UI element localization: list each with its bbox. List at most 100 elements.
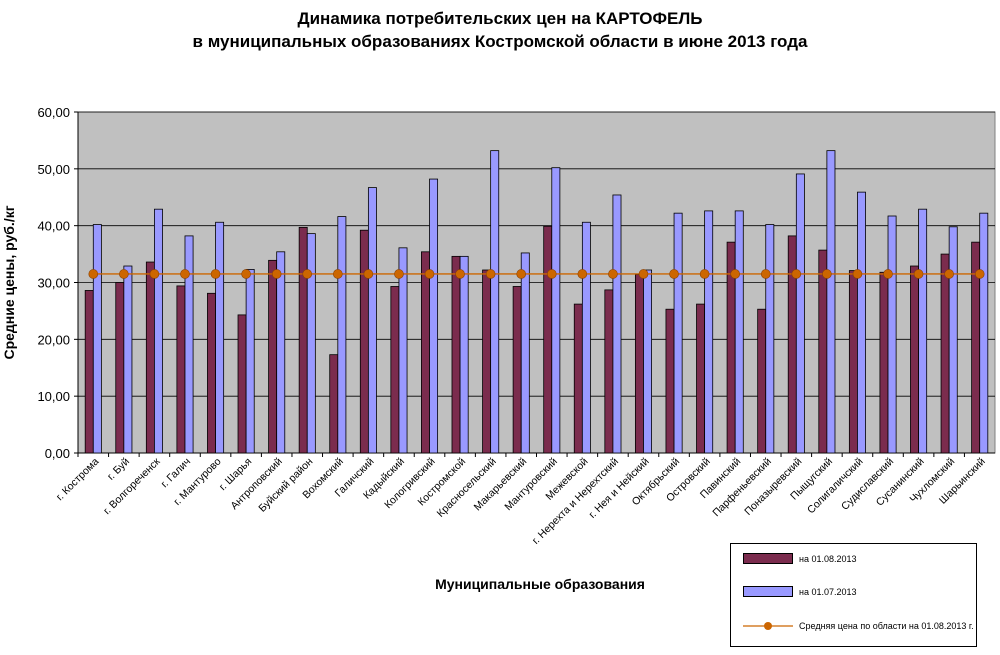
legend: на 01.08.2013 на 01.07.2013 Средняя цена… <box>730 543 977 647</box>
bar-series1-8 <box>329 354 339 454</box>
bar-series2-24 <box>826 150 836 454</box>
bar-series1-27 <box>910 265 919 454</box>
bar-series1-1 <box>115 282 125 454</box>
average-marker-24 <box>822 269 832 279</box>
bar-series1-28 <box>940 253 950 454</box>
bar-series2-8 <box>337 216 347 454</box>
average-marker-26 <box>883 269 893 279</box>
legend-label-series1: на 01.08.2013 <box>799 553 857 564</box>
average-marker-5 <box>241 269 251 279</box>
bar-series1-3 <box>176 285 186 454</box>
average-marker-3 <box>180 269 190 279</box>
bar-series1-9 <box>359 229 369 454</box>
bar-series2-13 <box>490 150 500 454</box>
bar-series1-7 <box>298 226 308 454</box>
average-marker-14 <box>516 269 527 279</box>
legend-swatch-average <box>743 622 793 630</box>
average-marker-21 <box>730 269 740 279</box>
average-marker-10 <box>394 269 404 279</box>
average-marker-29 <box>974 269 985 279</box>
bar-series1-16 <box>573 303 583 454</box>
bar-series2-10 <box>398 247 408 454</box>
bar-series1-6 <box>268 259 278 454</box>
legend-label-average: Средняя цена по области на 01.08.2013 г. <box>799 621 974 631</box>
bar-series2-20 <box>704 210 714 454</box>
average-marker-15 <box>546 269 557 279</box>
average-marker-11 <box>424 269 435 279</box>
legend-swatch-series1 <box>743 553 793 564</box>
bar-series1-22 <box>757 308 767 454</box>
average-marker-13 <box>485 269 496 279</box>
average-marker-1 <box>119 269 129 279</box>
x-tick-label: г. Буй <box>105 456 132 483</box>
bar-series2-15 <box>551 167 561 454</box>
y-tick-label: 40,00 <box>37 219 70 234</box>
chart-title-line1: Динамика потребительских цен на КАРТОФЕЛ… <box>297 9 703 28</box>
bar-series2-16 <box>581 221 591 454</box>
average-marker-4 <box>210 269 221 279</box>
average-marker-25 <box>852 269 863 279</box>
bar-series2-4 <box>215 221 225 454</box>
bar-series1-19 <box>665 308 675 454</box>
average-marker-23 <box>791 269 802 279</box>
y-tick-label: 60,00 <box>37 105 70 120</box>
average-marker-22 <box>760 269 771 279</box>
average-marker-28 <box>944 269 954 279</box>
bar-series2-1 <box>123 265 133 454</box>
bar-series2-0 <box>92 224 102 454</box>
bar-series1-23 <box>787 235 797 454</box>
bar-series2-5 <box>245 269 255 454</box>
bar-series2-23 <box>795 173 805 454</box>
average-marker-17 <box>608 269 618 279</box>
legend-label-series2: на 01.07.2013 <box>799 586 857 597</box>
bar-series1-13 <box>482 269 492 454</box>
average-marker-12 <box>455 269 465 279</box>
average-marker-16 <box>577 269 588 279</box>
bar-series1-26 <box>879 271 889 454</box>
average-marker-0 <box>88 269 99 279</box>
bar-series1-0 <box>84 290 94 454</box>
average-marker-18 <box>638 269 649 279</box>
bar-series2-21 <box>734 210 744 454</box>
bar-series1-11 <box>421 251 430 454</box>
bar-series1-17 <box>604 289 614 454</box>
bar-series1-18 <box>634 274 644 454</box>
bar-series2-18 <box>643 269 652 454</box>
bar-series2-6 <box>276 251 286 454</box>
average-marker-2 <box>149 269 160 279</box>
bar-series1-5 <box>237 314 247 454</box>
legend-item-average: Средняя цена по области на 01.08.2013 г. <box>743 620 974 632</box>
average-marker-20 <box>699 269 710 279</box>
y-tick-label: 50,00 <box>37 162 70 177</box>
y-tick-label: 20,00 <box>37 332 70 347</box>
bar-series1-14 <box>512 286 522 454</box>
bar-series1-24 <box>818 249 828 454</box>
average-marker-6 <box>271 269 282 279</box>
bar-series2-27 <box>918 208 928 454</box>
y-tick-label: 0,00 <box>45 446 70 461</box>
legend-item-series1: на 01.08.2013 <box>743 553 857 564</box>
bar-series2-9 <box>367 187 377 454</box>
x-tick-label: г. Кострома <box>54 456 102 504</box>
legend-item-series2: на 01.07.2013 <box>743 586 857 597</box>
y-axis-title: Средние цены, руб./кг <box>1 205 17 359</box>
bar-series2-26 <box>887 215 897 454</box>
bar-series2-11 <box>429 178 439 454</box>
average-marker-27 <box>913 269 924 279</box>
bar-series2-2 <box>154 208 163 454</box>
bar-series2-3 <box>184 235 194 454</box>
bar-series1-20 <box>696 303 706 454</box>
bar-series2-22 <box>765 224 775 454</box>
bar-series1-4 <box>207 292 216 454</box>
bar-series2-17 <box>612 194 622 454</box>
bar-series2-25 <box>857 191 866 454</box>
y-tick-label: 10,00 <box>37 389 70 404</box>
average-marker-7 <box>302 269 313 279</box>
legend-swatch-series2 <box>743 586 793 597</box>
bar-series1-10 <box>390 286 400 454</box>
bar-series2-19 <box>673 212 683 454</box>
y-tick-label: 30,00 <box>37 276 70 291</box>
bar-series2-14 <box>520 252 530 454</box>
bar-series1-12 <box>451 255 461 454</box>
